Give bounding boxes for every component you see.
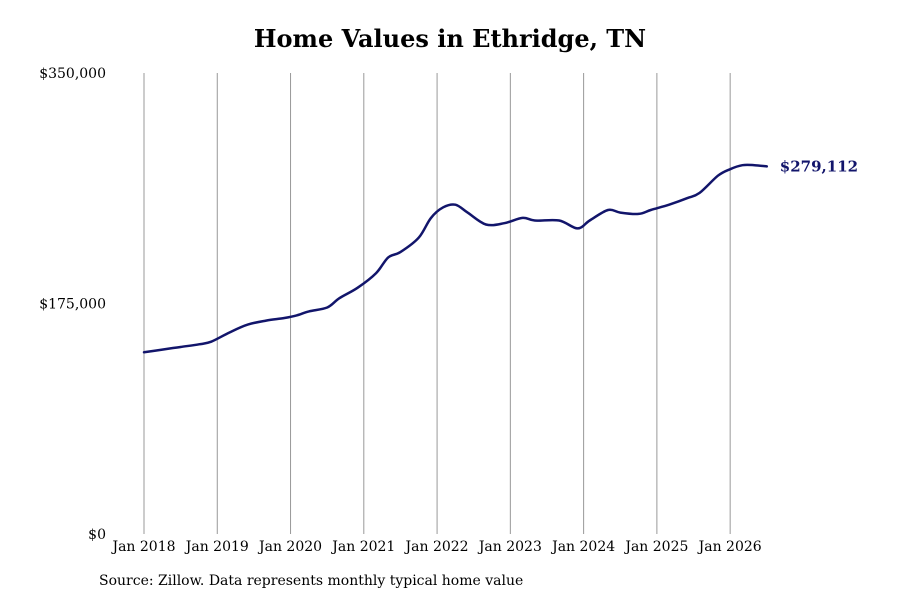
- y-tick-label: $175,000: [39, 297, 106, 313]
- chart-title: Home Values in Ethridge, TN: [253, 24, 647, 53]
- x-tick-label: Jan 2021: [330, 539, 395, 555]
- end-value-label: $279,112: [780, 157, 858, 175]
- x-tick-label: Jan 2023: [477, 539, 542, 555]
- y-tick-label: $350,000: [39, 66, 106, 82]
- y-tick-label: $0: [88, 527, 106, 543]
- x-tick-label: Jan 2020: [257, 539, 322, 555]
- source-note: Source: Zillow. Data represents monthly …: [99, 573, 524, 589]
- x-tick-label: Jan 2022: [404, 539, 469, 555]
- series-line: [142, 163, 769, 354]
- x-tick-label: Jan 2024: [550, 539, 615, 555]
- x-tick-label: Jan 2018: [110, 539, 175, 555]
- x-tick-label: Jan 2026: [697, 539, 762, 555]
- x-tick-label: Jan 2019: [184, 539, 249, 555]
- x-tick-label: Jan 2025: [623, 539, 688, 555]
